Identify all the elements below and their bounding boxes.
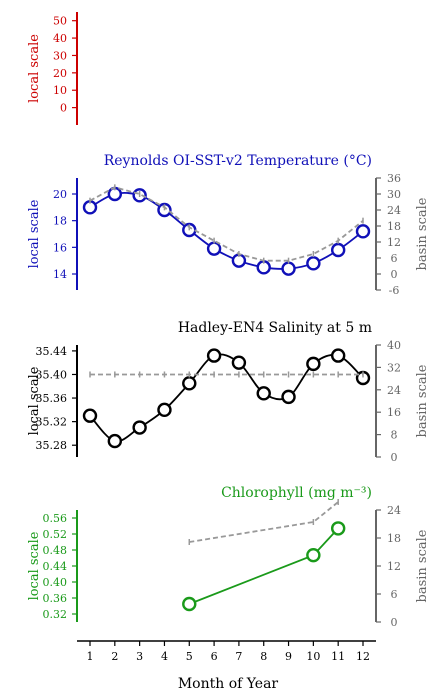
local-point [182,596,197,612]
x-axis-label: Month of Year [178,676,279,692]
left-tick-label: 35.44 [36,345,68,358]
local-point [206,348,222,363]
right-tick-label: 18 [387,532,401,545]
right-tick-label: 6 [391,588,398,601]
left-tick-label: 20 [53,67,67,80]
right-tick-label: 16 [387,406,401,419]
left-tick-label: 35.28 [36,439,68,452]
local-point [330,242,346,258]
local-series-line [188,527,339,605]
right-tick-label: 6 [391,252,398,265]
left-tick-label: 35.36 [36,392,68,405]
left-tick-label: 0.44 [43,560,68,573]
right-tick-label: 18 [387,220,401,233]
local-point [330,521,346,536]
panel-title: Hadley-EN4 Salinity at 5 m [178,320,372,336]
right-tick-label: 24 [387,384,401,397]
left-tick-label: 35.32 [36,416,68,429]
x-axis: Month of Year 1 2 3 4 5 6 7 8 9 10 11 12 [77,640,376,692]
left-tick-label: 0.56 [43,512,68,525]
local-point [107,433,123,449]
local-point [281,389,296,405]
right-tick-label: 12 [387,236,401,249]
right-tick-label: 32 [387,361,401,374]
right-tick-label: 0 [391,451,398,464]
right-tick-label: 36 [387,172,401,185]
local-point [206,241,222,256]
left-tick-label: 10 [53,84,67,97]
local-point [182,376,197,391]
panel-2: 14 16 18 20 local scale Reynolds OI-SST-v2 Te… [27,153,430,297]
left-tick-label: 16 [53,241,67,254]
left-tick-label: 0 [60,102,67,115]
left-tick-label: 0.48 [43,544,68,557]
left-tick-label: 14 [53,268,67,281]
local-series-line [89,191,364,270]
left-tick-label: 30 [53,49,67,62]
panel-title: Chlorophyll (mg m⁻³) [221,485,372,501]
left-axis-label: local scale [27,34,42,103]
local-point [82,408,98,423]
local-point [355,224,371,239]
left-tick-label: 0.52 [43,528,68,541]
x-tick-label: 4 [161,650,168,663]
right-tick-label: -6 [389,284,400,297]
local-point [306,356,321,372]
local-series-line [89,353,364,443]
chart-panels: 0 10 20 30 40 50 local scale 14 16 18 20 local scal… [27,12,430,629]
right-tick-label: 30 [387,188,401,201]
right-axis-label: basin scale [415,529,430,602]
left-axis-label: local scale [27,366,42,435]
local-point [306,256,321,271]
left-tick-label: 20 [53,188,67,201]
local-point [306,548,321,563]
left-tick-label: 18 [53,215,67,228]
local-point [256,386,271,401]
right-tick-label: 40 [387,339,401,352]
right-axis-label: basin scale [415,364,430,437]
x-tick-label: 2 [111,650,118,663]
local-point [132,420,147,435]
local-point [157,402,172,418]
left-tick-label: 40 [53,32,67,45]
left-tick-label: 0.32 [43,608,68,621]
right-tick-label: 24 [387,204,401,217]
left-tick-label: 0.36 [43,592,68,605]
right-tick-label: 0 [391,268,398,281]
x-tick-label: 7 [235,650,242,663]
x-tick-label: 5 [186,650,193,663]
left-tick-label: 50 [53,15,67,28]
x-tick-label: 6 [211,650,218,663]
local-point [231,355,247,370]
local-point [330,348,346,363]
x-tick-label: 8 [260,650,267,663]
left-tick-label: 0.40 [43,576,68,589]
x-tick-label: 9 [285,650,292,663]
panel-title: Reynolds OI-SST-v2 Temperature (°C) [104,153,372,169]
panel-1: 0 10 20 30 40 50 local scale [27,12,78,125]
left-tick-label: 35.40 [36,368,68,381]
x-tick-label: 3 [136,650,143,663]
basin-series-line [189,501,339,543]
right-tick-label: 24 [387,504,401,517]
basin-series-line [89,186,364,262]
panel-3: 35.28 35.32 35.36 35.40 35.44 local scale Hadl… [27,320,430,464]
right-tick-label: 0 [391,616,398,629]
local-point [281,261,296,276]
right-tick-label: 8 [391,429,398,442]
right-axis-label: basin scale [415,197,430,270]
left-axis-label: local scale [27,199,42,268]
x-tick-label: 12 [356,650,370,663]
left-axis-label: local scale [27,531,42,600]
right-tick-label: 12 [387,560,401,573]
x-tick-label: 10 [306,650,320,663]
x-tick-label: 11 [331,650,345,663]
x-tick-label: 1 [87,650,94,663]
